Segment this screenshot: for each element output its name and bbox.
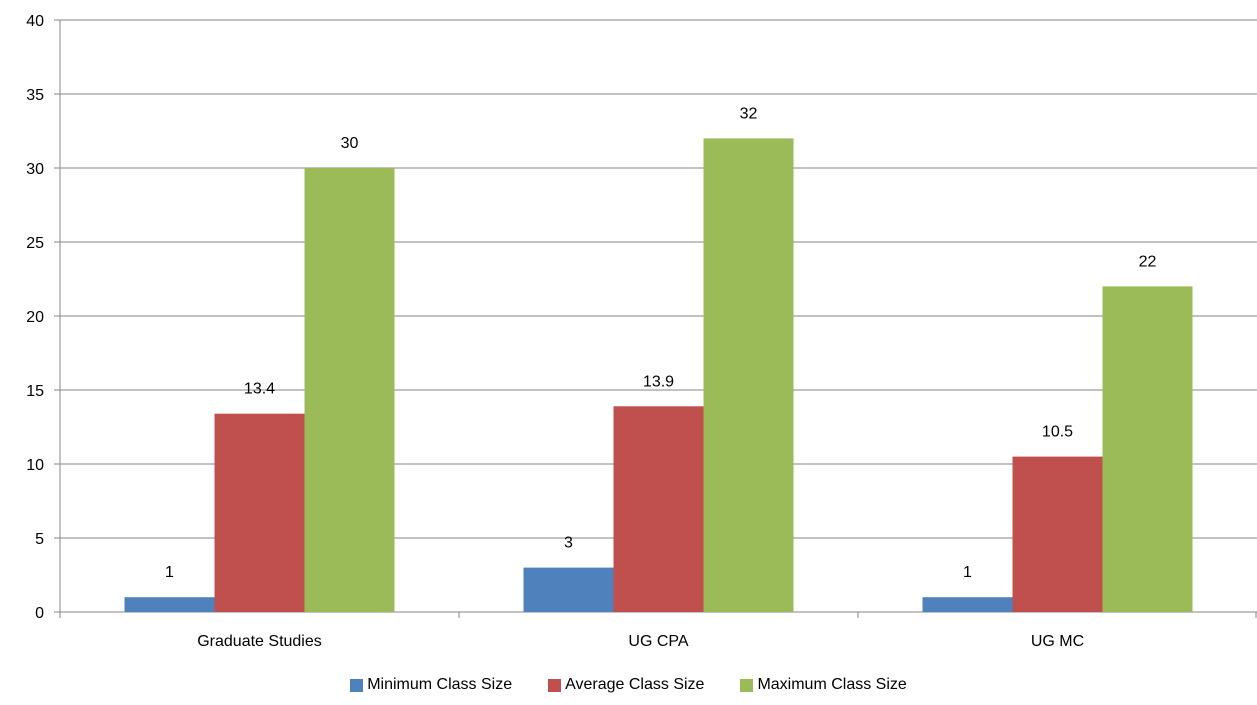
- bar: [703, 138, 794, 612]
- bar: [613, 406, 704, 612]
- y-tick-label: 30: [26, 161, 44, 178]
- legend: Minimum Class Size Average Class Size Ma…: [0, 676, 1257, 694]
- data-label: 30: [341, 135, 359, 152]
- data-label: 32: [740, 105, 758, 122]
- bar: [304, 168, 395, 612]
- bar: [1012, 456, 1103, 612]
- data-label: 1: [165, 564, 174, 581]
- legend-item-average: Average Class Size: [548, 676, 704, 694]
- legend-item-minimum: Minimum Class Size: [350, 676, 512, 694]
- legend-swatch-maximum: [740, 678, 754, 692]
- legend-swatch-minimum: [350, 678, 364, 692]
- y-tick-label: 5: [35, 531, 44, 548]
- y-tick-label: 40: [26, 13, 44, 30]
- bar: [1102, 286, 1193, 612]
- bar: [124, 597, 215, 612]
- data-label: 1: [963, 564, 972, 581]
- bar: [214, 413, 305, 612]
- legend-swatch-average: [548, 678, 562, 692]
- data-label: 22: [1139, 253, 1157, 270]
- bar: [922, 597, 1013, 612]
- legend-label-average: Average Class Size: [565, 676, 705, 693]
- y-tick-label: 20: [26, 309, 44, 326]
- y-tick-label: 10: [26, 457, 44, 474]
- y-tick-label: 0: [35, 605, 44, 622]
- data-label: 13.9: [643, 373, 674, 390]
- x-tick-label: UG MC: [1031, 633, 1084, 650]
- y-tick-label: 15: [26, 383, 44, 400]
- bar: [523, 567, 614, 612]
- x-tick-label: Graduate Studies: [197, 633, 322, 650]
- legend-label-minimum: Minimum Class Size: [367, 676, 513, 693]
- y-tick-label: 35: [26, 87, 44, 104]
- data-label: 3: [564, 535, 573, 552]
- legend-label-maximum: Maximum Class Size: [757, 676, 907, 693]
- data-label: 13.4: [244, 381, 275, 398]
- data-label: 10.5: [1042, 424, 1073, 441]
- x-tick-label: UG CPA: [628, 633, 688, 650]
- legend-item-maximum: Maximum Class Size: [740, 676, 907, 694]
- y-tick-label: 25: [26, 235, 44, 252]
